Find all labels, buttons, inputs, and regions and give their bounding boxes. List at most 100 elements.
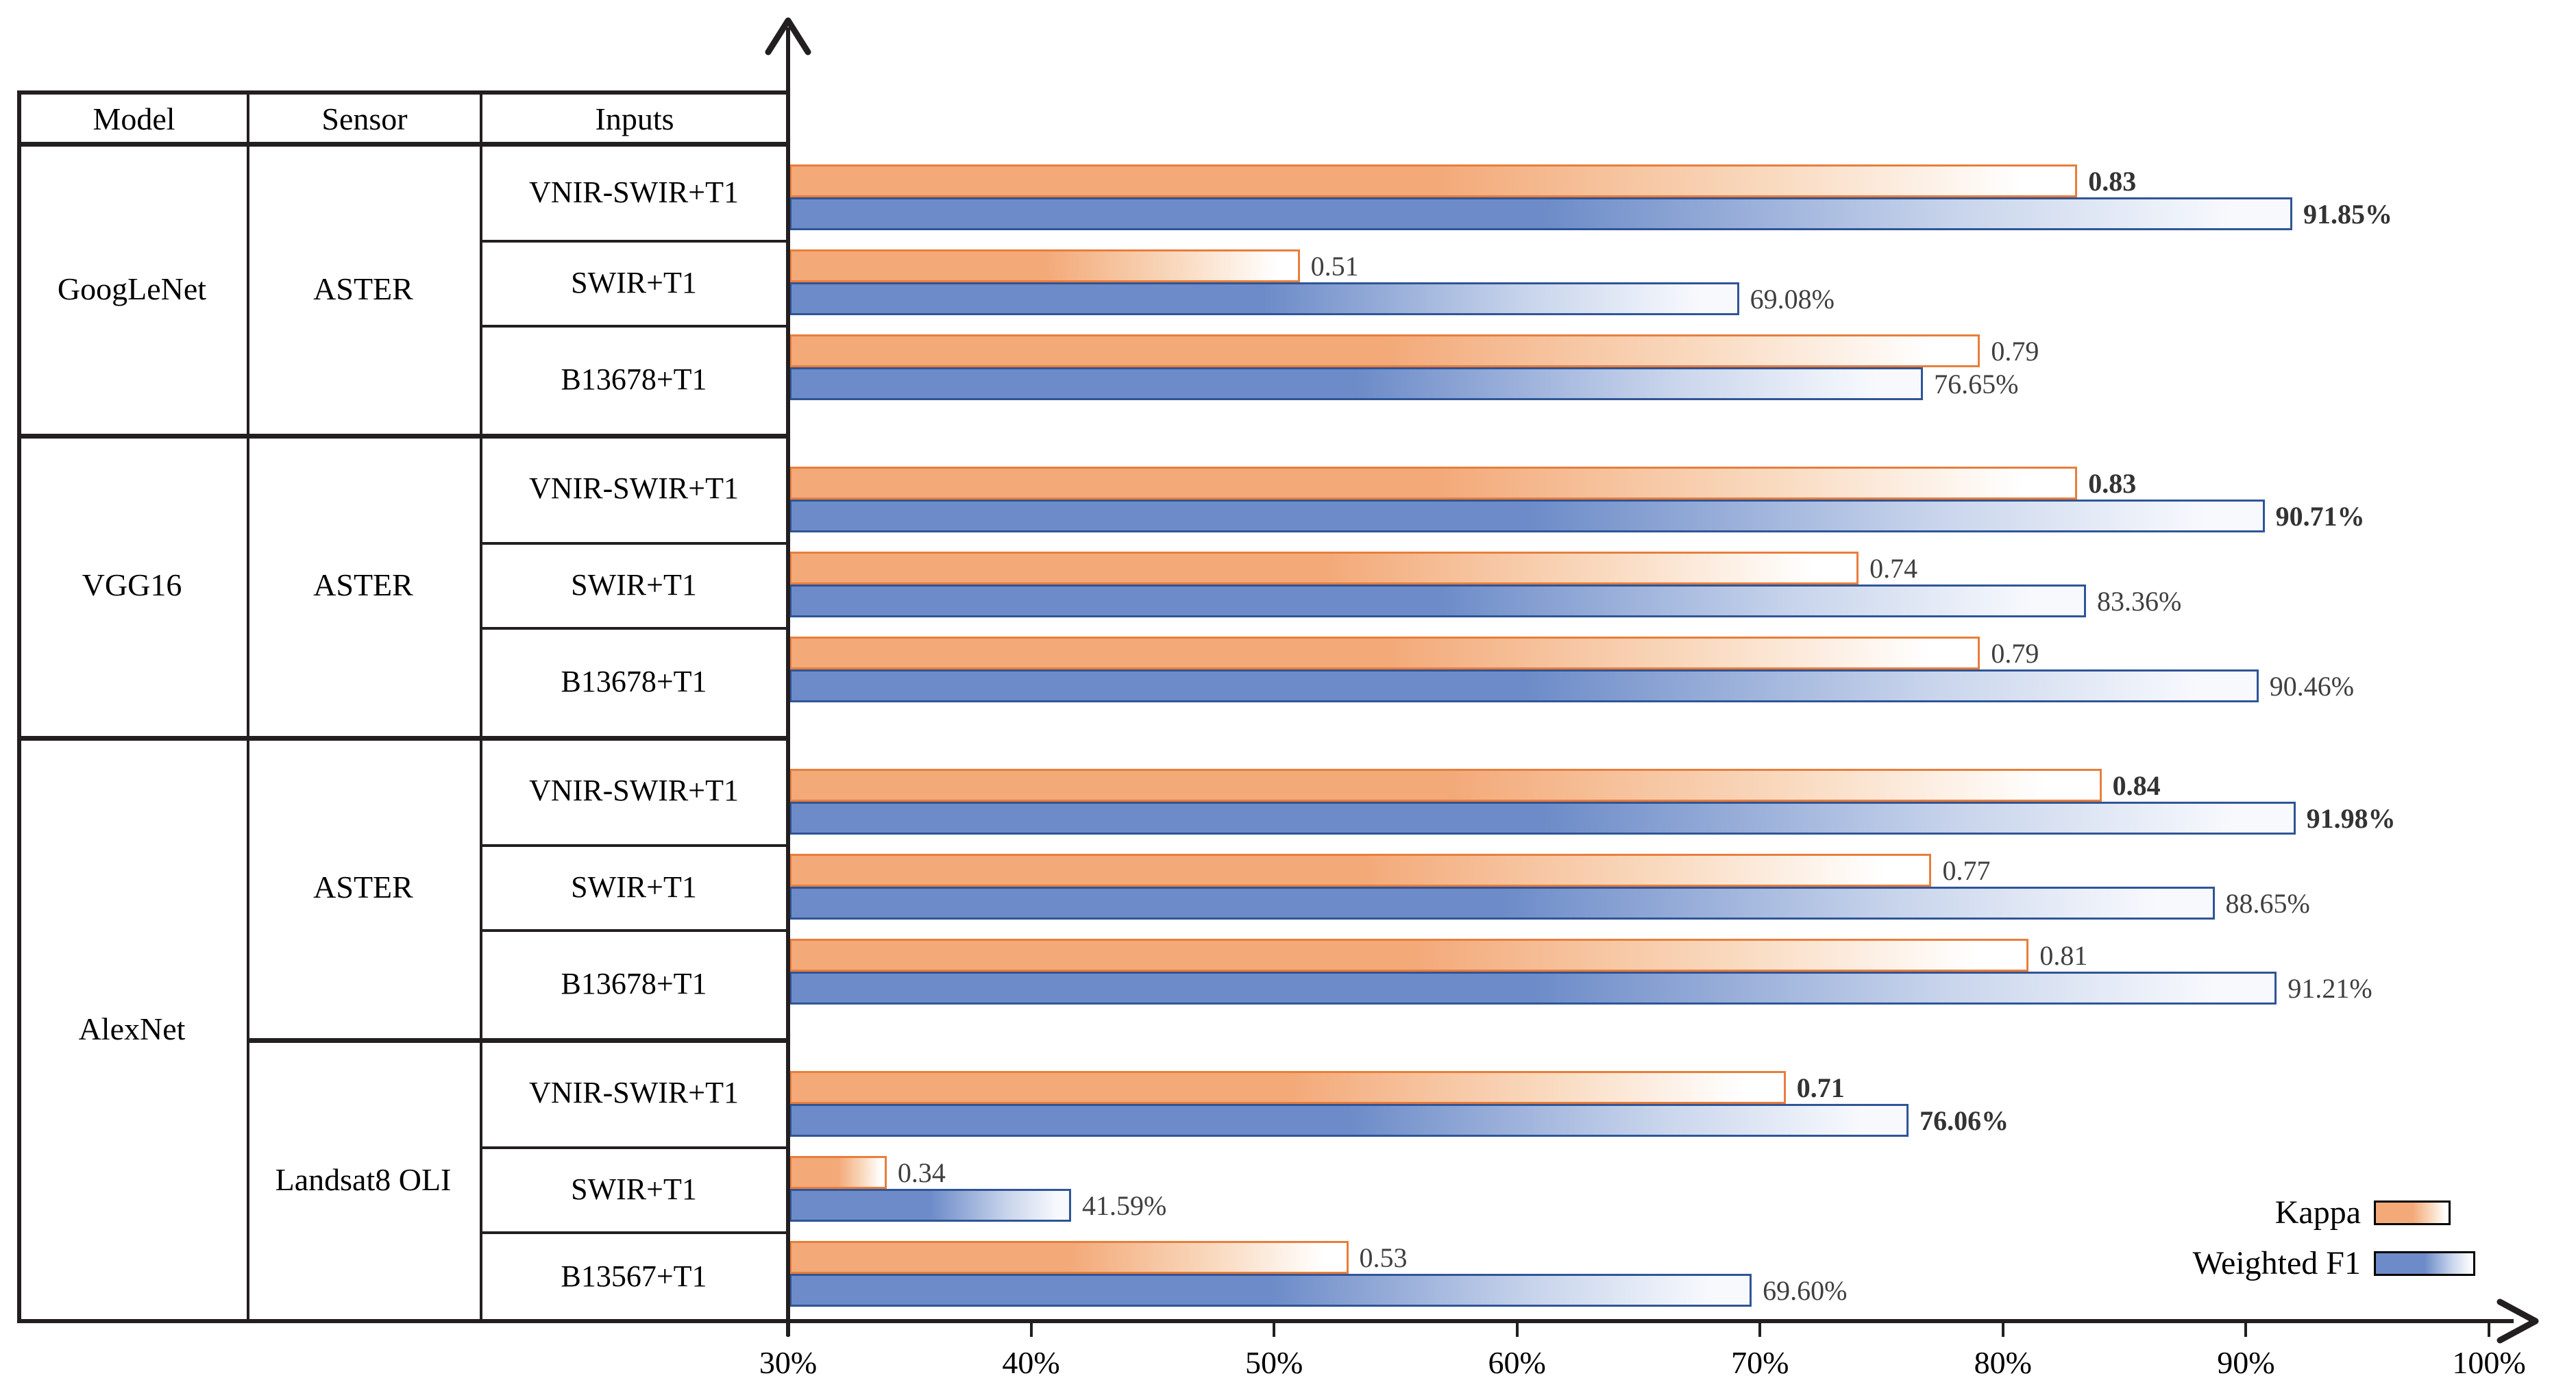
group-separator bbox=[17, 434, 788, 439]
table-cell-input: SWIR+T1 bbox=[571, 567, 697, 602]
bar-kappa bbox=[789, 637, 1980, 669]
axis-tick-label: 40% bbox=[1002, 1345, 1060, 1380]
axis-tick bbox=[2488, 1319, 2490, 1337]
input-row-separator bbox=[480, 844, 788, 847]
table-cell-sensor: ASTER bbox=[313, 271, 413, 306]
bar-value-label-kappa: 0.53 bbox=[1359, 1242, 1408, 1273]
bar-value-label-weighted-f1: 83.36% bbox=[2096, 585, 2182, 617]
table-cell-sensor: ASTER bbox=[313, 567, 413, 602]
axis-tick-label: 30% bbox=[759, 1345, 818, 1380]
bar-value-label-weighted-f1: 91.21% bbox=[2287, 972, 2372, 1004]
bar-value-label-weighted-f1: 69.08% bbox=[1750, 283, 1835, 315]
table-cell-input: B13678+T1 bbox=[561, 362, 707, 396]
axis-tick bbox=[1515, 1319, 1519, 1337]
bar-value-label-weighted-f1: 69.60% bbox=[1763, 1275, 1848, 1306]
input-row-separator bbox=[480, 1146, 788, 1149]
bar-weighted-f1 bbox=[789, 887, 2215, 920]
table-cell-input: B13678+T1 bbox=[561, 665, 707, 698]
bar-weighted-f1 bbox=[789, 802, 2296, 835]
axis-tick bbox=[1029, 1319, 1033, 1337]
table-header-separator bbox=[17, 142, 788, 147]
table-divider-model-sensor bbox=[247, 90, 249, 1319]
table-cell-input: VNIR-SWIR+T1 bbox=[529, 773, 739, 807]
input-row-separator bbox=[480, 325, 788, 328]
bar-value-label-kappa: 0.74 bbox=[1869, 552, 1918, 584]
bar-value-label-kappa: 0.83 bbox=[2088, 165, 2137, 197]
bar-value-label-kappa: 0.81 bbox=[2039, 939, 2088, 971]
bar-weighted-f1 bbox=[789, 972, 2277, 1005]
y-axis-arrow-icon bbox=[765, 17, 811, 56]
axis-tick bbox=[1273, 1319, 1276, 1337]
bar-kappa bbox=[789, 164, 2078, 197]
bar-kappa bbox=[789, 854, 1932, 887]
table-cell-model: AlexNet bbox=[78, 1011, 186, 1046]
bar-value-label-kappa: 0.77 bbox=[1942, 854, 1991, 886]
axis-tick-label: 90% bbox=[2217, 1345, 2275, 1380]
bar-value-label-weighted-f1: 76.06% bbox=[1919, 1105, 2009, 1136]
bar-weighted-f1 bbox=[789, 1274, 1752, 1307]
table-cell-input: SWIR+T1 bbox=[571, 265, 697, 299]
table-cell-input: SWIR+T1 bbox=[571, 870, 697, 904]
bar-kappa bbox=[789, 552, 1859, 584]
bar-value-label-weighted-f1: 91.98% bbox=[2306, 802, 2396, 834]
axis-tick bbox=[1758, 1319, 1762, 1337]
input-row-separator bbox=[480, 542, 788, 545]
bar-value-label-kappa: 0.71 bbox=[1796, 1072, 1845, 1103]
legend-label-weighted-f1: Weighted F1 bbox=[2192, 1245, 2361, 1281]
table-left-border bbox=[17, 90, 21, 1321]
table-cell-input: VNIR-SWIR+T1 bbox=[529, 175, 739, 209]
bar-value-label-kappa: 0.84 bbox=[2112, 770, 2161, 801]
bar-value-label-kappa: 0.34 bbox=[897, 1157, 946, 1188]
bar-weighted-f1 bbox=[789, 669, 2259, 702]
bar-kappa bbox=[789, 1241, 1349, 1274]
bar-value-label-weighted-f1: 76.65% bbox=[1934, 368, 2019, 399]
table-cell-input: SWIR+T1 bbox=[571, 1172, 697, 1206]
input-row-separator bbox=[480, 1231, 788, 1234]
axis-tick-label: 70% bbox=[1731, 1345, 1789, 1380]
bar-kappa bbox=[789, 769, 2102, 802]
bar-weighted-f1 bbox=[789, 282, 1739, 315]
bar-kappa bbox=[789, 467, 2078, 500]
axis-tick-label: 50% bbox=[1244, 1345, 1303, 1380]
bar-value-label-weighted-f1: 90.71% bbox=[2275, 500, 2365, 532]
input-row-separator bbox=[480, 240, 788, 243]
bar-kappa bbox=[789, 939, 2029, 972]
table-header-sensor: Sensor bbox=[321, 101, 408, 136]
legend-swatch-kappa bbox=[2374, 1201, 2451, 1225]
table-cell-sensor: Landsat8 OLI bbox=[275, 1162, 452, 1197]
bar-kappa bbox=[789, 249, 1300, 282]
group-separator bbox=[17, 736, 788, 741]
legend-label-kappa: Kappa bbox=[2274, 1194, 2361, 1231]
y-axis-line bbox=[786, 27, 790, 1336]
table-divider-sensor-inputs bbox=[480, 90, 482, 1319]
bar-value-label-weighted-f1: 88.65% bbox=[2225, 887, 2310, 919]
bar-kappa bbox=[789, 1156, 887, 1189]
axis-tick-label: 60% bbox=[1488, 1345, 1546, 1380]
bar-kappa bbox=[789, 334, 1980, 367]
bar-value-label-weighted-f1: 41.59% bbox=[1081, 1190, 1167, 1221]
table-header-inputs: Inputs bbox=[595, 101, 674, 136]
bar-value-label-kappa: 0.83 bbox=[2088, 467, 2137, 499]
table-cell-sensor: ASTER bbox=[313, 870, 413, 904]
bar-value-label-weighted-f1: 91.85% bbox=[2303, 198, 2393, 230]
table-top-border bbox=[17, 90, 788, 95]
legend-swatch-weighted-f1 bbox=[2374, 1251, 2475, 1276]
bar-weighted-f1 bbox=[789, 500, 2265, 532]
input-row-separator bbox=[480, 627, 788, 630]
bar-weighted-f1 bbox=[789, 1189, 1071, 1222]
axis-tick-label: 80% bbox=[1974, 1345, 2033, 1380]
table-header-model: Model bbox=[93, 101, 175, 136]
axis-tick bbox=[2244, 1319, 2248, 1337]
bar-value-label-weighted-f1: 90.46% bbox=[2269, 670, 2355, 702]
x-axis-arrow-icon bbox=[2497, 1298, 2539, 1344]
bar-weighted-f1 bbox=[789, 584, 2086, 617]
table-cell-input: B13678+T1 bbox=[561, 967, 707, 1000]
input-row-separator bbox=[480, 929, 788, 932]
bar-weighted-f1 bbox=[789, 1104, 1909, 1137]
bar-value-label-kappa: 0.79 bbox=[1991, 637, 2039, 669]
bar-weighted-f1 bbox=[789, 367, 1924, 400]
axis-tick bbox=[2001, 1319, 2004, 1337]
bar-value-label-kappa: 0.79 bbox=[1991, 335, 2039, 367]
x-axis-line bbox=[17, 1319, 2514, 1323]
